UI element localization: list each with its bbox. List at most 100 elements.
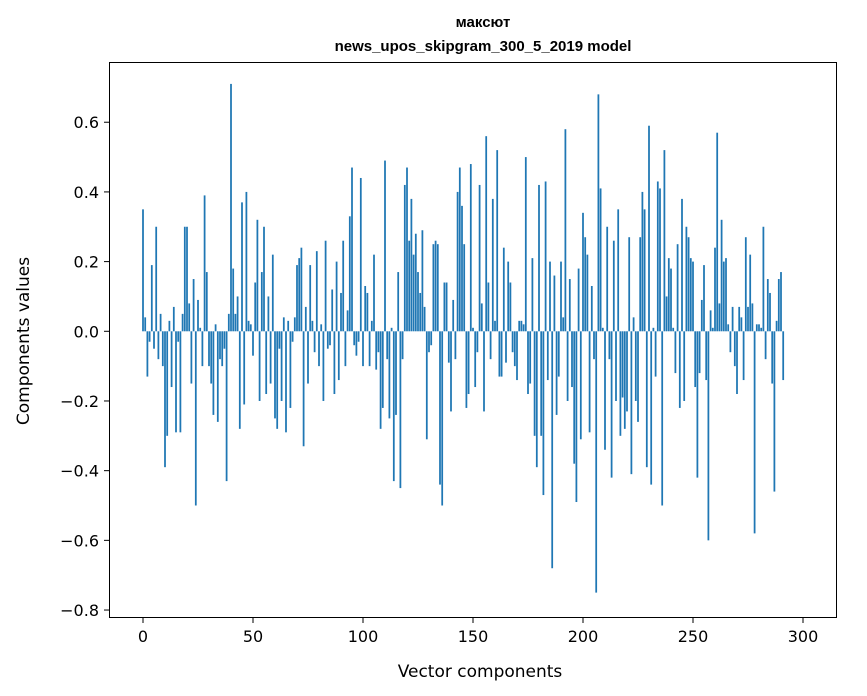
bar-203 (588, 331, 591, 433)
bar-series (142, 83, 785, 593)
bar-36 (221, 331, 224, 367)
bar-141 (452, 299, 455, 332)
bar-24 (194, 331, 197, 506)
bar-259 (711, 327, 714, 332)
bar-105 (373, 254, 375, 332)
y-axis-label: Components values (14, 257, 34, 425)
bar-228 (643, 209, 646, 332)
bar-142 (454, 331, 457, 360)
bar-288 (775, 320, 778, 332)
bar-210 (604, 331, 606, 450)
x-axis-ticks: 0 50 100 150 200 250 300 (138, 617, 818, 646)
bar-173 (522, 324, 525, 332)
bar-131 (430, 331, 433, 346)
bar-6 (155, 226, 158, 332)
bar-278 (753, 331, 756, 534)
bar-213 (610, 331, 613, 478)
bar-37 (223, 331, 226, 349)
bar-138 (445, 282, 448, 332)
bar-244 (678, 331, 681, 408)
bar-93 (346, 310, 349, 332)
y-tick-label: 0.0 (74, 322, 99, 341)
bar-50 (252, 331, 254, 356)
bar-26 (199, 327, 202, 332)
bar-152 (476, 331, 479, 353)
bar-83 (324, 240, 327, 332)
bar-60 (274, 331, 276, 419)
bar-253 (698, 331, 701, 374)
bar-43 (236, 296, 239, 332)
bar-268 (731, 306, 734, 332)
bar-99 (359, 177, 362, 332)
bar-242 (674, 331, 677, 374)
bar-254 (700, 299, 703, 332)
bar-49 (249, 324, 252, 332)
bar-94 (348, 216, 351, 332)
bar-197 (575, 331, 578, 503)
bar-257 (707, 331, 710, 541)
bar-54 (260, 272, 263, 332)
y-tick-label: 0.2 (74, 253, 99, 272)
bar-98 (357, 331, 360, 342)
bar-115 (395, 331, 397, 415)
bar-73 (302, 331, 305, 447)
bar-85 (329, 331, 331, 346)
bar-219 (623, 331, 626, 429)
bar-63 (280, 331, 283, 401)
bar-224 (634, 331, 637, 401)
bar-31 (210, 331, 213, 384)
bar-7 (157, 331, 160, 360)
bar-192 (564, 129, 567, 332)
bar-96 (353, 331, 356, 346)
bar-149 (469, 164, 472, 332)
bar-238 (665, 296, 668, 332)
bar-274 (744, 237, 747, 332)
bar-14 (172, 306, 175, 332)
bar-260 (714, 247, 716, 332)
bar-156 (485, 136, 488, 332)
bar-184 (546, 331, 549, 381)
bar-183 (544, 181, 547, 332)
bar-270 (736, 331, 738, 395)
bar-158 (489, 331, 492, 360)
bar-34 (216, 331, 219, 422)
bar-58 (269, 331, 272, 384)
bar-221 (628, 237, 631, 332)
bar-114 (392, 331, 395, 482)
bar-163 (500, 331, 503, 377)
bar-188 (555, 331, 558, 415)
bar-234 (656, 181, 659, 332)
bar-187 (553, 275, 556, 332)
x-tick-label: 200 (568, 627, 599, 646)
bar-161 (496, 150, 499, 332)
bar-2 (146, 331, 149, 377)
bar-198 (577, 268, 580, 332)
bar-48 (247, 320, 250, 332)
bar-164 (502, 247, 505, 332)
bar-81 (320, 324, 323, 332)
bar-177 (531, 258, 534, 332)
bar-211 (606, 226, 609, 332)
bar-30 (208, 331, 210, 367)
bar-272 (740, 317, 743, 332)
bar-45 (241, 202, 243, 332)
bar-29 (205, 272, 208, 332)
bar-265 (725, 258, 727, 332)
bar-165 (505, 331, 507, 363)
bar-125 (417, 272, 419, 332)
bar-120 (406, 167, 408, 332)
bar-201 (584, 237, 587, 332)
bar-0 (142, 209, 144, 332)
bar-205 (593, 331, 595, 360)
bar-15 (175, 331, 177, 433)
bar-107 (377, 331, 380, 353)
bar-168 (511, 331, 514, 353)
bar-90 (340, 292, 342, 332)
bar-97 (355, 331, 358, 356)
bar-13 (170, 331, 173, 388)
x-axis-label: Vector components (398, 662, 563, 682)
bar-56 (265, 331, 268, 395)
bar-119 (403, 184, 406, 332)
bar-200 (582, 212, 584, 332)
bar-157 (487, 282, 490, 332)
